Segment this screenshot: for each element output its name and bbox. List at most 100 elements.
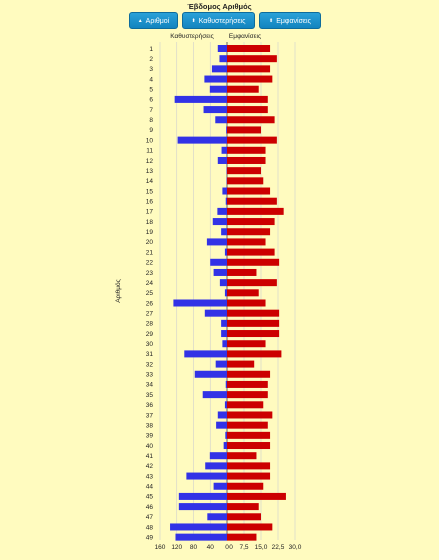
delay-bar[interactable] <box>209 85 227 93</box>
sort-by-appearances-button[interactable]: ⬍ Εμφανίσεις <box>259 12 321 29</box>
delay-bar[interactable] <box>212 218 227 226</box>
appearance-bar[interactable] <box>227 391 268 399</box>
appearance-bar[interactable] <box>227 279 277 287</box>
delay-bar[interactable] <box>210 258 227 266</box>
appearance-bar[interactable] <box>227 167 261 175</box>
delay-bar[interactable] <box>178 503 227 511</box>
delay-bar[interactable] <box>225 431 227 439</box>
delay-bar[interactable] <box>223 442 227 450</box>
delay-bar[interactable] <box>170 523 227 531</box>
sort-by-number-button[interactable]: ▲ Αριθμοί <box>129 12 178 29</box>
appearance-bar[interactable] <box>227 116 275 124</box>
delay-bar[interactable] <box>213 268 227 276</box>
appearance-bar[interactable] <box>227 146 266 154</box>
appearance-bar[interactable] <box>227 299 266 307</box>
appearance-bar[interactable] <box>227 238 266 246</box>
appearance-bar[interactable] <box>227 462 271 470</box>
appearance-bar[interactable] <box>227 523 273 531</box>
delay-bar[interactable] <box>194 370 227 378</box>
delay-bar[interactable] <box>204 75 227 83</box>
delay-bar[interactable] <box>226 126 227 134</box>
delay-bar[interactable] <box>216 421 227 429</box>
delay-bar[interactable] <box>221 228 227 236</box>
appearance-bar[interactable] <box>227 45 271 52</box>
appearance-bar[interactable] <box>227 75 273 83</box>
appearance-bar[interactable] <box>227 452 257 460</box>
delay-bar[interactable] <box>221 146 227 154</box>
delay-bar[interactable] <box>209 452 227 460</box>
appearance-bar[interactable] <box>227 533 257 541</box>
appearance-bar[interactable] <box>227 482 264 490</box>
appearance-bar[interactable] <box>227 268 257 276</box>
appearance-bar[interactable] <box>227 136 277 144</box>
appearance-bar[interactable] <box>227 177 264 185</box>
appearance-bar[interactable] <box>227 85 259 93</box>
delay-bar[interactable] <box>221 330 227 338</box>
delay-bar[interactable] <box>219 55 227 63</box>
delay-bar[interactable] <box>175 533 227 541</box>
delay-bar[interactable] <box>217 411 227 419</box>
appearance-bar[interactable] <box>227 95 268 103</box>
delay-bar[interactable] <box>202 391 227 399</box>
appearance-bar[interactable] <box>227 156 266 164</box>
delay-bar[interactable] <box>224 289 227 297</box>
appearance-bar[interactable] <box>227 360 255 368</box>
appearance-bar[interactable] <box>227 421 268 429</box>
appearance-bar[interactable] <box>227 492 286 500</box>
delay-bar[interactable] <box>215 116 227 124</box>
appearance-bar[interactable] <box>227 513 261 521</box>
delay-bar[interactable] <box>222 187 227 195</box>
appearance-bar[interactable] <box>227 503 259 511</box>
delay-bar[interactable] <box>224 248 227 256</box>
delay-bar[interactable] <box>174 95 227 103</box>
delay-bar[interactable] <box>186 472 227 480</box>
delay-bar[interactable] <box>217 45 227 52</box>
appearance-bar[interactable] <box>227 55 277 63</box>
appearance-bar[interactable] <box>227 401 264 409</box>
delay-bar[interactable] <box>207 513 227 521</box>
delay-bar[interactable] <box>184 350 227 358</box>
sort-by-delays-button[interactable]: ⬍ Καθυστερήσεις <box>182 12 255 29</box>
appearance-bar[interactable] <box>227 106 268 114</box>
appearance-bar[interactable] <box>227 330 280 338</box>
appearance-bar[interactable] <box>227 218 275 226</box>
delay-bar[interactable] <box>219 279 227 287</box>
delay-bar[interactable] <box>215 360 227 368</box>
delay-bar[interactable] <box>217 207 227 215</box>
appearance-bar[interactable] <box>227 309 280 317</box>
delay-bar[interactable] <box>177 136 227 144</box>
delay-bar[interactable] <box>205 462 227 470</box>
delay-bar[interactable] <box>225 197 227 205</box>
delay-bar[interactable] <box>206 238 227 246</box>
appearance-bar[interactable] <box>227 442 271 450</box>
appearance-bar[interactable] <box>227 350 282 358</box>
appearance-bar[interactable] <box>227 207 284 215</box>
appearance-bar[interactable] <box>227 380 268 388</box>
delay-bar[interactable] <box>203 106 227 114</box>
appearance-bar[interactable] <box>227 248 275 256</box>
delay-bar[interactable] <box>222 340 227 348</box>
delay-bar[interactable] <box>213 482 227 490</box>
delay-bar[interactable] <box>217 156 227 164</box>
delay-bar[interactable] <box>178 492 227 500</box>
appearance-bar[interactable] <box>227 411 273 419</box>
delay-bar[interactable] <box>221 319 227 327</box>
appearance-bar[interactable] <box>227 228 271 236</box>
appearance-bar[interactable] <box>227 370 271 378</box>
appearance-bar[interactable] <box>227 431 271 439</box>
appearance-bar[interactable] <box>227 187 271 195</box>
delay-bar[interactable] <box>224 401 227 409</box>
delay-bar[interactable] <box>204 309 227 317</box>
appearance-bar[interactable] <box>227 126 261 134</box>
appearance-bar[interactable] <box>227 258 280 266</box>
delay-bar[interactable] <box>173 299 227 307</box>
delay-bar[interactable] <box>225 380 227 388</box>
appearance-bar[interactable] <box>227 472 271 480</box>
appearance-bar[interactable] <box>227 340 266 348</box>
delay-bar[interactable] <box>211 65 227 73</box>
category-label: 32 <box>146 361 154 368</box>
appearance-bar[interactable] <box>227 289 259 297</box>
appearance-bar[interactable] <box>227 197 277 205</box>
appearance-bar[interactable] <box>227 319 280 327</box>
appearance-bar[interactable] <box>227 65 271 73</box>
